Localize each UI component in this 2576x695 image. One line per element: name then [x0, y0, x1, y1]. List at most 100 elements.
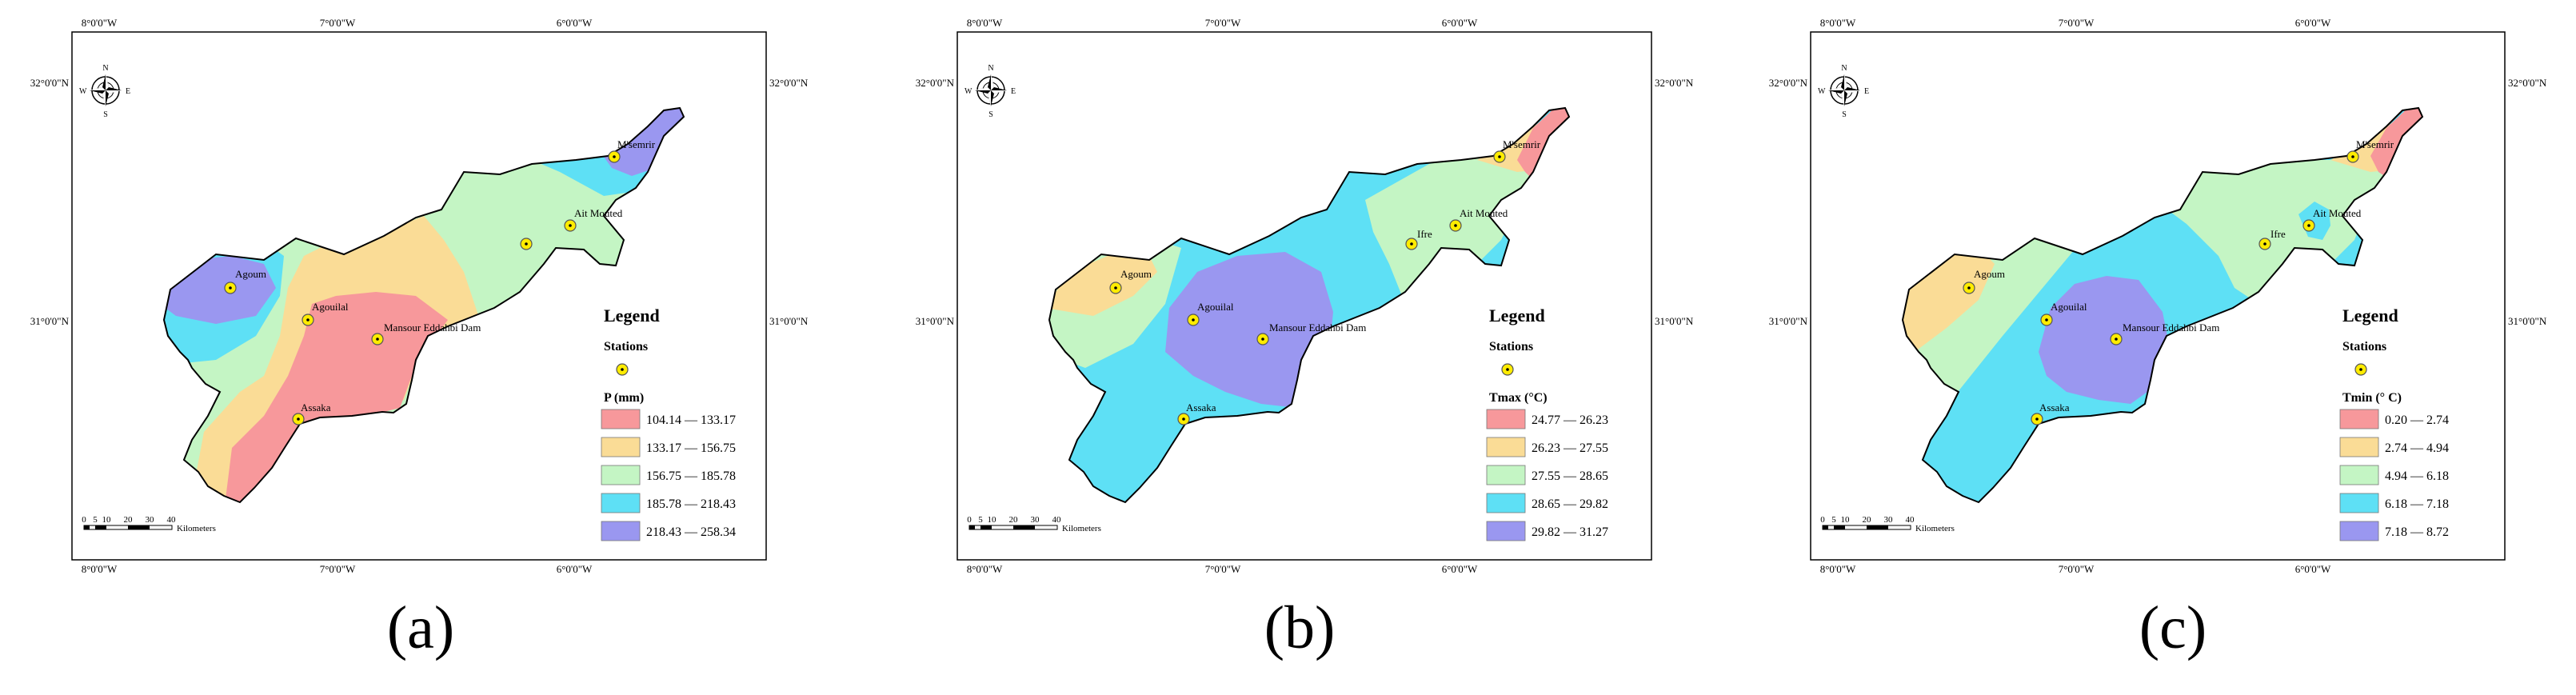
scale-unit: Kilometers: [1062, 524, 1101, 533]
legend-class-1: 24.77 — 26.23: [1532, 413, 1608, 427]
station-label: Agouilal: [1197, 301, 1234, 313]
scale-bar: 0 5 10 20 30 40 Kilometers: [82, 515, 216, 533]
legend-swatch-2: [601, 437, 641, 457]
axis-top-1: 7°0'0"W: [2059, 17, 2095, 29]
axis-top-1: 7°0'0"W: [1205, 17, 1241, 29]
scale-tick-4: 30: [1884, 515, 1894, 525]
station-label: Ifre: [2270, 228, 2286, 240]
axis-bottom-2: 6°0'0"W: [1442, 563, 1478, 575]
legend-class-2: 2.74 — 4.94: [2385, 441, 2449, 455]
north-label: N: [1841, 64, 1847, 73]
east-label: E: [126, 87, 130, 96]
station-marker: [2302, 219, 2315, 232]
west-label: W: [79, 87, 87, 96]
station-marker: [1256, 333, 1269, 346]
panel-label-c: (c): [2139, 594, 2207, 661]
legend-variable: Tmax (°C): [1489, 391, 1548, 405]
station-label: M'semrir: [2356, 138, 2394, 150]
axis-top-0: 8°0'0"W: [967, 17, 1003, 29]
legend-class-1: 104.14 — 133.17: [646, 413, 736, 427]
scale-tick-1: 5: [93, 515, 98, 525]
west-label: W: [965, 87, 972, 96]
scale-tick-5: 40: [1906, 515, 1915, 525]
legend-stations-label: Stations: [1489, 340, 1533, 353]
map-panel-a: 8°0'0"W 7°0'0"W 6°0'0"W 8°0'0"W 7°0'0"W …: [30, 17, 809, 575]
axis-right-0: 32°0'0"N: [1655, 77, 1694, 89]
axis-left-1: 31°0'0"N: [1769, 315, 1808, 327]
legend-class-4: 185.78 — 218.43: [646, 497, 736, 511]
north-arrow-icon: N S E W: [79, 64, 130, 119]
east-label: E: [1011, 87, 1016, 96]
scale-unit: Kilometers: [1915, 524, 1955, 533]
stations-layer: M'semrir Ait Mouted Ifre Agoum Agouilal …: [1963, 138, 2394, 425]
west-label: W: [1818, 87, 1826, 96]
legend-class-2: 26.23 — 27.55: [1532, 441, 1608, 455]
scale-tick-0: 0: [967, 515, 972, 525]
station-marker: [520, 238, 533, 250]
station-label: Agoum: [1974, 268, 2005, 280]
scale-tick-1: 5: [1831, 515, 1836, 525]
scale-tick-3: 20: [1863, 515, 1872, 525]
scale-tick-0: 0: [1820, 515, 1825, 525]
scale-tick-3: 20: [124, 515, 134, 525]
legend-class-5: 218.43 — 258.34: [646, 525, 736, 539]
legend-title: Legend: [1489, 306, 1545, 326]
north-label: N: [988, 64, 993, 73]
legend-class-3: 4.94 — 6.18: [2385, 469, 2449, 483]
axis-left-0: 32°0'0"N: [30, 77, 70, 89]
legend-swatch-1: [2339, 409, 2379, 429]
legend: Legend Stations Tmax (°C) 24.77 — 26.23 …: [1486, 306, 1608, 541]
station-marker: [292, 413, 305, 425]
station-marker: [302, 314, 314, 326]
scale-tick-5: 40: [167, 515, 177, 525]
legend-swatch-2: [1486, 437, 1526, 457]
basin-boundary: [1048, 106, 1571, 504]
axis-bottom-0: 8°0'0"W: [1820, 563, 1856, 575]
station-marker: [1109, 282, 1122, 294]
axis-right-1: 31°0'0"N: [1655, 315, 1694, 327]
axis-bottom-0: 8°0'0"W: [967, 563, 1003, 575]
scale-tick-4: 30: [146, 515, 155, 525]
scale-bar: 0 5 10 20 30 40 Kilometers: [967, 515, 1101, 533]
legend-class-3: 156.75 — 185.78: [646, 469, 736, 483]
axis-right-1: 31°0'0"N: [2508, 315, 2547, 327]
legend-class-5: 7.18 — 8.72: [2385, 525, 2449, 539]
map-panel-c: 8°0'0"W 7°0'0"W 6°0'0"W 8°0'0"W 7°0'0"W …: [1769, 17, 2547, 575]
legend-swatch-3: [1486, 465, 1526, 485]
station-label: M'semrir: [617, 138, 656, 150]
station-marker: [608, 150, 621, 163]
axis-left-1: 31°0'0"N: [916, 315, 955, 327]
station-marker: [1405, 238, 1418, 250]
legend-title: Legend: [604, 306, 660, 326]
legend-swatch-5: [1486, 521, 1526, 541]
scale-bar: 0 5 10 20 30 40 Kilometers: [1820, 515, 1955, 533]
axis-bottom-2: 6°0'0"W: [557, 563, 593, 575]
legend-variable: P (mm): [604, 391, 644, 405]
axis-right-0: 32°0'0"N: [769, 77, 809, 89]
axis-bottom-1: 7°0'0"W: [2059, 563, 2095, 575]
scale-unit: Kilometers: [177, 524, 216, 533]
legend-class-2: 133.17 — 156.75: [646, 441, 736, 455]
station-label: Mansour Eddahbi Dam: [384, 322, 481, 334]
station-marker: [564, 219, 577, 232]
station-marker: [1187, 314, 1200, 326]
station-label: Assaka: [1186, 401, 1216, 413]
legend-class-3: 27.55 — 28.65: [1532, 469, 1608, 483]
legend-title: Legend: [2342, 306, 2398, 326]
axis-right-0: 32°0'0"N: [2508, 77, 2547, 89]
stations-layer: M'semrir Ait Mouted Agoum Agouilal Manso…: [224, 138, 656, 425]
station-marker: [1963, 282, 1975, 294]
station-marker: [1493, 150, 1506, 163]
axis-left-1: 31°0'0"N: [30, 315, 70, 327]
station-label: Agouilal: [2051, 301, 2087, 313]
station-label: Mansour Eddahbi Dam: [2123, 322, 2219, 334]
panel-label-b: (b): [1264, 594, 1336, 661]
station-marker: [2040, 314, 2053, 326]
south-label: S: [103, 110, 108, 119]
legend-swatch-4: [1486, 493, 1526, 513]
legend-variable: Tmin (° C): [2342, 391, 2402, 405]
axis-bottom-1: 7°0'0"W: [1205, 563, 1241, 575]
axis-top-2: 6°0'0"W: [557, 17, 593, 29]
scale-tick-2: 10: [102, 515, 112, 525]
scale-tick-1: 5: [978, 515, 983, 525]
